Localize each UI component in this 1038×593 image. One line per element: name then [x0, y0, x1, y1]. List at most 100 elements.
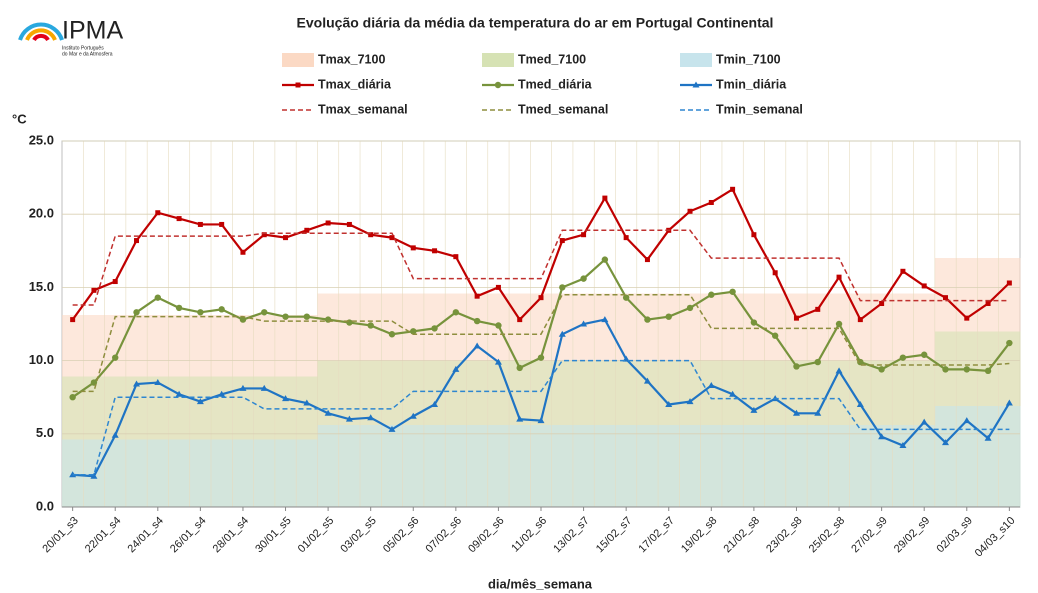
climate-band: [509, 425, 531, 507]
legend-label: Tmin_7100: [716, 52, 781, 66]
marker-square: [836, 274, 842, 280]
marker-triangle: [239, 384, 247, 391]
climate-band: [296, 439, 318, 507]
marker-circle: [346, 319, 353, 326]
marker-square: [368, 232, 374, 238]
logo-arc: [18, 22, 64, 41]
legend-marker: [692, 81, 700, 88]
climate-band: [147, 439, 169, 507]
legend-label: Tmax_diária: [318, 77, 392, 91]
climate-band: [445, 425, 467, 507]
marker-triangle: [388, 425, 396, 432]
marker-circle: [388, 331, 396, 338]
marker-circle: [814, 358, 821, 366]
marker-square: [815, 306, 821, 312]
marker-square: [857, 317, 863, 323]
legend-label: Tmed_7100: [518, 52, 586, 66]
marker-square: [644, 257, 650, 263]
climate-band: [636, 425, 659, 507]
climate-band: [828, 425, 850, 507]
y-axis-title: °C: [12, 111, 27, 126]
marker-triangle: [643, 377, 651, 384]
marker-circle: [154, 294, 161, 301]
marker-square: [112, 279, 118, 285]
marker-circle: [410, 328, 417, 335]
marker-square: [474, 293, 480, 299]
legend-label: Tmed_diária: [518, 77, 593, 91]
marker-circle: [750, 319, 758, 326]
marker-triangle: [580, 320, 588, 327]
weekly-line: [72, 229, 1010, 306]
marker-square: [197, 221, 203, 227]
weekly-line: [72, 293, 1010, 393]
marker-square: [602, 195, 608, 201]
marker-triangle: [665, 401, 673, 408]
marker-circle: [665, 313, 672, 320]
marker-triangle: [367, 414, 375, 421]
marker-square: [325, 220, 331, 226]
marker-triangle: [516, 415, 524, 422]
marker-square: [538, 295, 544, 301]
marker-triangle: [409, 412, 417, 419]
marker-circle: [921, 351, 928, 358]
marker-square: [219, 221, 225, 227]
marker-triangle: [537, 417, 545, 424]
climate-band: [572, 425, 595, 507]
climate-band: [338, 425, 361, 507]
legend-label: Tmin_diária: [716, 77, 787, 91]
weekly-line: [72, 359, 1010, 476]
marker-circle: [367, 322, 374, 329]
marker-circle: [537, 354, 545, 361]
climate-band: [743, 425, 765, 507]
logo-subtitle: Instituto Português: [62, 45, 104, 51]
climate-band: [423, 425, 446, 507]
marker-square: [176, 216, 182, 222]
marker-circle: [112, 354, 119, 361]
marker-circle: [431, 325, 438, 332]
marker-triangle: [303, 399, 311, 406]
y-tick-label: 25.0: [29, 132, 54, 147]
marker-circle: [622, 294, 630, 301]
marker-square: [155, 210, 161, 216]
marker-circle: [282, 313, 289, 320]
marker-triangle: [601, 316, 609, 323]
climate-band: [615, 425, 638, 507]
climate-band: [721, 425, 744, 507]
chart-title: Evolução diária da média da temperatura …: [297, 15, 774, 31]
climate-band: [956, 405, 978, 507]
marker-triangle: [814, 409, 822, 416]
x-axis-title: dia/mês_semana: [488, 576, 593, 591]
marker-triangle: [133, 380, 141, 387]
marker-triangle: [111, 431, 119, 438]
climate-band: [594, 425, 616, 507]
logo-arc: [25, 28, 57, 41]
marker-triangle: [452, 365, 460, 372]
climate-band: [934, 405, 957, 507]
marker-triangle: [90, 472, 98, 479]
marker-square: [772, 270, 778, 276]
marker-triangle: [835, 367, 843, 374]
climate-band: [679, 425, 701, 507]
climate-band: [381, 425, 403, 507]
marker-square: [346, 221, 352, 227]
marker-square: [708, 199, 714, 205]
marker-triangle: [282, 395, 290, 402]
climate-band: [913, 425, 936, 507]
marker-circle: [857, 358, 864, 366]
marker-square: [304, 227, 310, 233]
marker-square: [559, 238, 565, 244]
marker-circle: [495, 322, 502, 329]
climate-band: [360, 425, 382, 507]
marker-circle: [942, 366, 949, 373]
marker-circle: [133, 309, 140, 316]
marker-square: [964, 315, 970, 321]
marker-circle: [452, 309, 460, 316]
marker-circle: [303, 313, 311, 320]
marker-triangle: [558, 330, 566, 337]
climate-band: [998, 405, 1021, 507]
climate-band: [487, 425, 510, 507]
marker-square: [240, 249, 246, 255]
marker-triangle: [984, 434, 992, 441]
climate-band: [125, 439, 148, 507]
climate-band: [189, 439, 212, 507]
